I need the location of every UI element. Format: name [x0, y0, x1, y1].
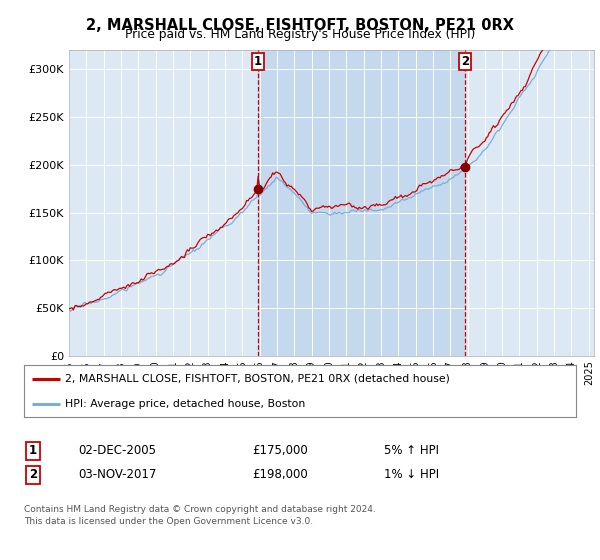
Bar	[258, 50, 465, 356]
Text: 5% ↑ HPI: 5% ↑ HPI	[384, 444, 439, 458]
Text: 1% ↓ HPI: 1% ↓ HPI	[384, 468, 439, 482]
Text: 2: 2	[29, 468, 37, 482]
Text: £175,000: £175,000	[252, 444, 308, 458]
Text: 03-NOV-2017: 03-NOV-2017	[78, 468, 157, 482]
Text: £198,000: £198,000	[252, 468, 308, 482]
Text: 2, MARSHALL CLOSE, FISHTOFT, BOSTON, PE21 0RX (detached house): 2, MARSHALL CLOSE, FISHTOFT, BOSTON, PE2…	[65, 374, 450, 384]
Text: 2: 2	[461, 55, 469, 68]
Text: 1: 1	[29, 444, 37, 458]
Text: 2, MARSHALL CLOSE, FISHTOFT, BOSTON, PE21 0RX: 2, MARSHALL CLOSE, FISHTOFT, BOSTON, PE2…	[86, 18, 514, 33]
Text: 02-DEC-2005: 02-DEC-2005	[78, 444, 156, 458]
Text: Price paid vs. HM Land Registry's House Price Index (HPI): Price paid vs. HM Land Registry's House …	[125, 28, 475, 41]
Text: HPI: Average price, detached house, Boston: HPI: Average price, detached house, Bost…	[65, 399, 305, 409]
Text: 1: 1	[254, 55, 262, 68]
Text: Contains HM Land Registry data © Crown copyright and database right 2024.
This d: Contains HM Land Registry data © Crown c…	[24, 505, 376, 526]
